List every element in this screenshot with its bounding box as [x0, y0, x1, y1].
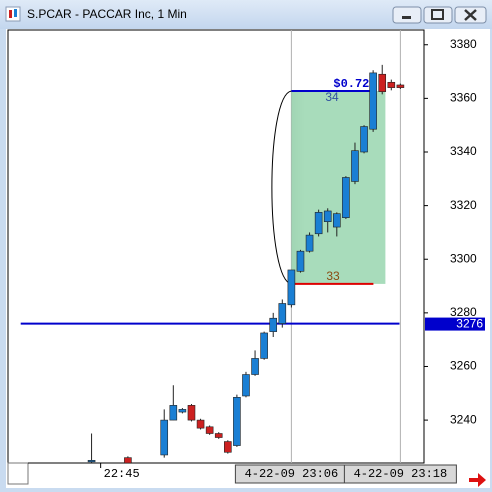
candle-body	[160, 419, 169, 456]
axes: 3240 3260 3280 3300 3320 3340 3360 3380 22:45 4-2…	[100, 37, 485, 484]
candle-body	[205, 426, 214, 434]
price-tag-label: 3276	[456, 316, 483, 330]
close-button[interactable]	[454, 6, 487, 24]
candle-body	[333, 213, 341, 228]
candle-body	[323, 210, 332, 222]
candle-body	[369, 72, 377, 130]
candle-body	[387, 81, 396, 88]
candle-body	[242, 374, 250, 397]
candle-body	[251, 358, 259, 375]
trade-arc	[271, 90, 292, 285]
x-tick-label: 4-22-09 23:18	[354, 467, 448, 481]
candle-body	[351, 150, 359, 182]
candle-body	[224, 441, 232, 453]
candle-body	[314, 212, 323, 235]
candle-body	[305, 234, 314, 252]
candle-body	[269, 317, 278, 332]
candle-body	[378, 73, 387, 92]
window-icon	[5, 6, 21, 22]
candle-body	[187, 405, 196, 421]
x-tick-label: 4-22-09 23:06	[245, 467, 339, 481]
candle-body	[178, 409, 187, 413]
candle-body	[214, 433, 223, 438]
candle-body	[296, 250, 305, 272]
y-tick-label: 3360	[450, 91, 477, 105]
profit-label: $0.72	[333, 77, 369, 91]
scroll-arrow[interactable]	[469, 473, 486, 487]
exit-qty: 34	[325, 90, 339, 104]
x-tick-box	[343, 464, 457, 484]
y-tick-label: 3300	[450, 251, 477, 265]
y-tick-label: 3260	[450, 359, 477, 373]
entry-qty: 33	[326, 269, 340, 283]
candle-body	[287, 269, 296, 306]
candle-body	[169, 405, 178, 421]
corner-box	[7, 462, 29, 485]
maximize-button[interactable]	[423, 6, 453, 24]
candle-body	[396, 84, 405, 88]
candle-body	[124, 457, 132, 463]
minimize-button[interactable]	[392, 6, 422, 24]
candle-body	[342, 177, 350, 218]
price-tag	[425, 317, 485, 331]
y-tick-label: 3380	[450, 37, 477, 51]
y-tick-label: 3340	[450, 144, 477, 158]
y-tick-label: 3280	[450, 305, 477, 319]
candle-body	[233, 397, 241, 446]
candle-body	[360, 126, 368, 153]
window-title: S.PCAR - PACCAR Inc, 1 Min	[27, 7, 187, 21]
candle-body	[278, 303, 287, 324]
y-tick-label: 3240	[450, 412, 477, 426]
candle-body	[260, 332, 268, 359]
y-tick-label: 3320	[450, 198, 477, 212]
candle-body	[87, 460, 96, 463]
candle-body	[196, 419, 205, 429]
x-tick-label: 22:45	[104, 467, 140, 481]
